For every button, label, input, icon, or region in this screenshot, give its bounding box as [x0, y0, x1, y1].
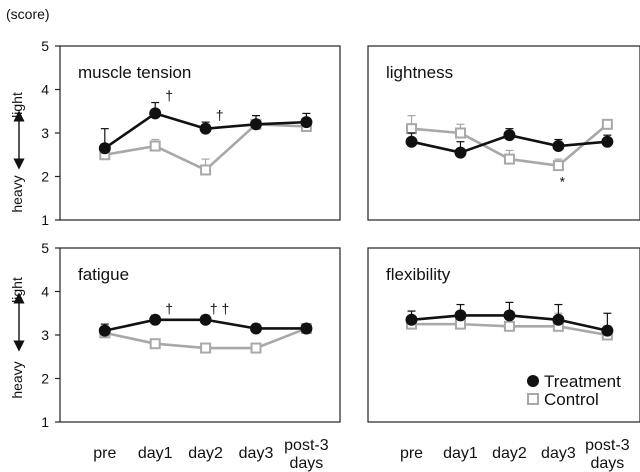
data-point-treatment — [149, 313, 162, 326]
data-point-control — [149, 140, 161, 152]
panel-title: muscle tension — [78, 63, 191, 82]
panel-title: fatigue — [78, 265, 129, 284]
x-tick-label: post-3 — [284, 437, 329, 454]
legend-control-label: Control — [544, 390, 599, 409]
data-point-treatment — [405, 135, 418, 148]
data-point-treatment — [552, 140, 565, 153]
x-tick-label: day1 — [138, 445, 173, 462]
legend: Treatment Control — [527, 372, 621, 409]
significance-marker: † — [165, 88, 173, 104]
data-point-control — [503, 153, 515, 165]
data-point-treatment — [503, 129, 516, 142]
data-point-control — [406, 123, 418, 135]
data-point-control — [503, 320, 515, 332]
ylabel-light: light — [9, 277, 25, 303]
x-tick-label: day1 — [443, 445, 478, 462]
data-point-treatment — [601, 324, 614, 337]
plot-frame — [367, 247, 640, 423]
chart-panels: 1 2 3 4 5 muscle tension † † lightness * 1 2 3 4 5 fati… — [41, 38, 640, 472]
panel-title: flexibility — [386, 265, 451, 284]
data-point-treatment — [300, 322, 313, 335]
data-point-treatment — [454, 309, 467, 322]
data-point-treatment — [98, 142, 111, 155]
legend-treatment-label: Treatment — [544, 372, 621, 391]
x-tick-label-line2: days — [290, 455, 324, 472]
chart-panel-lightness: lightness * — [367, 45, 640, 221]
x-tick-label: pre — [400, 445, 423, 462]
y-direction-indicator-top: light heavy — [9, 92, 25, 213]
x-tick-label: pre — [93, 445, 116, 462]
data-point-treatment — [405, 313, 418, 326]
data-point-control — [454, 127, 466, 139]
y-tick-label: 5 — [41, 38, 49, 54]
data-point-control — [552, 160, 564, 172]
plot-frame — [59, 45, 341, 221]
x-tick-label: post-3 — [585, 437, 630, 454]
data-point-treatment — [250, 322, 262, 335]
score-unit-label: (score) — [6, 6, 50, 22]
data-point-treatment — [601, 135, 614, 148]
ylabel-heavy: heavy — [9, 361, 25, 398]
significance-marker: † † — [210, 300, 229, 316]
data-point-treatment — [552, 313, 565, 326]
x-tick-label: day2 — [492, 445, 527, 462]
y-tick-label: 1 — [41, 414, 49, 430]
data-point-treatment — [199, 313, 212, 326]
chart-panel-muscle-tension: 1 2 3 4 5 muscle tension † † — [41, 38, 341, 228]
data-point-treatment — [503, 309, 516, 322]
panel-title: lightness — [386, 63, 453, 82]
data-point-treatment — [300, 116, 313, 129]
significance-marker: † — [216, 107, 224, 123]
significance-marker: * — [560, 174, 566, 190]
y-tick-label: 5 — [41, 240, 49, 256]
data-point-control — [250, 342, 262, 354]
significance-marker: † — [165, 300, 173, 316]
x-tick-label-line2: days — [590, 455, 624, 472]
y-tick-label: 2 — [41, 371, 49, 387]
legend-control-marker — [527, 393, 539, 405]
data-point-control — [200, 342, 212, 354]
x-tick-label: day3 — [541, 445, 576, 462]
data-point-control — [149, 338, 161, 350]
data-point-treatment — [199, 122, 212, 135]
y-tick-label: 2 — [41, 169, 49, 185]
y-tick-label: 4 — [41, 284, 49, 300]
y-tick-label: 3 — [41, 125, 49, 141]
legend-treatment-marker — [527, 375, 539, 387]
x-tick-label: day2 — [188, 445, 223, 462]
y-tick-label: 1 — [41, 212, 49, 228]
data-point-treatment — [250, 118, 262, 131]
data-point-treatment — [454, 146, 467, 159]
ylabel-heavy: heavy — [9, 175, 25, 212]
y-direction-indicator-bottom: light heavy — [9, 277, 25, 399]
data-point-treatment — [98, 324, 111, 337]
chart-panel-fatigue: 1 2 3 4 5 fatigue † † † pre day1 day2 day3 post-3day… — [41, 240, 341, 472]
y-tick-label: 3 — [41, 327, 49, 343]
y-tick-label: 4 — [41, 82, 49, 98]
x-tick-label: day3 — [239, 445, 274, 462]
data-point-treatment — [149, 107, 162, 120]
data-point-control — [601, 118, 613, 130]
data-point-control — [200, 164, 212, 176]
ylabel-light: light — [9, 92, 25, 118]
